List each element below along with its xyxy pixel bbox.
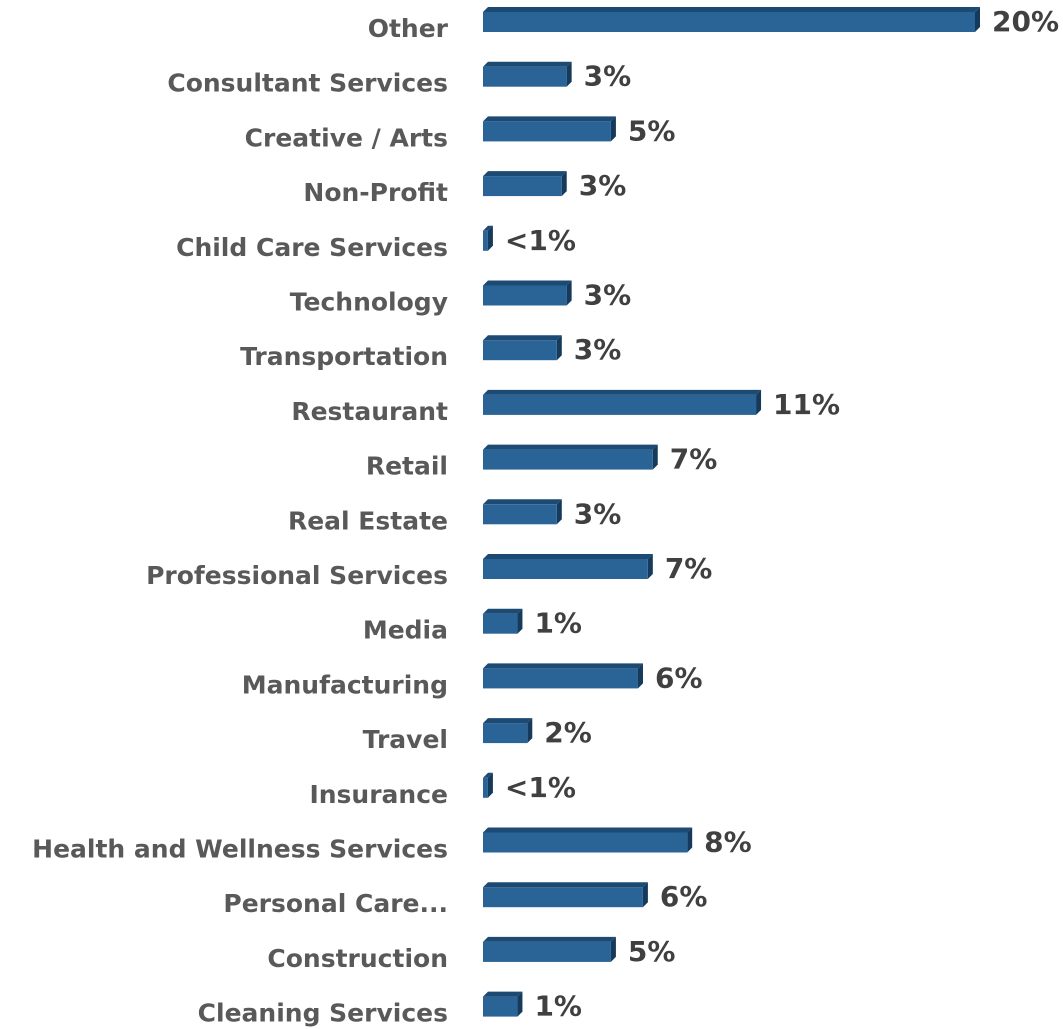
category-label: Professional Services (146, 561, 448, 590)
bar-top (483, 7, 980, 12)
bar-side (687, 827, 693, 853)
bar (483, 230, 488, 251)
bar (483, 449, 653, 470)
value-label: 6% (655, 661, 703, 694)
bar (483, 668, 638, 689)
bar-side (517, 608, 523, 634)
value-label: 20% (992, 5, 1059, 38)
value-label: 1% (534, 990, 582, 1023)
value-label: 2% (544, 716, 592, 749)
category-label: Real Estate (288, 506, 448, 535)
category-label: Retail (366, 452, 448, 481)
bar-top (483, 772, 493, 778)
bar-top (483, 389, 762, 395)
category-label: Transportation (240, 342, 448, 371)
value-label: 3% (584, 279, 632, 312)
category-label: Media (363, 616, 448, 645)
bar-side (652, 444, 658, 470)
category-label: Consultant Services (167, 69, 448, 98)
bar-top (483, 116, 616, 122)
bar-side (610, 936, 616, 962)
bar-side (566, 61, 572, 87)
bar (483, 941, 611, 962)
value-label: 3% (574, 333, 622, 366)
bar (483, 723, 528, 744)
bar (483, 12, 975, 32)
bar-top (483, 335, 562, 341)
bar (483, 285, 567, 306)
value-label: 3% (584, 60, 632, 93)
bar-side (637, 663, 643, 689)
bar-top (483, 608, 523, 614)
bar-top (483, 991, 523, 997)
bar-top (483, 882, 648, 888)
bar-top (483, 171, 567, 177)
category-label: Creative / Arts (245, 123, 448, 152)
bar-side (556, 499, 562, 525)
bar-side (610, 116, 616, 142)
category-label: Cleaning Services (198, 999, 448, 1028)
category-label: Manufacturing (242, 670, 448, 699)
value-label: 5% (628, 114, 676, 147)
bar-top (483, 718, 533, 724)
bar (483, 777, 488, 798)
bar (483, 887, 643, 908)
bar-top (483, 444, 658, 450)
bar (483, 613, 518, 634)
bar-side (487, 772, 493, 798)
bar (483, 176, 562, 197)
bar-top (483, 936, 616, 942)
bar (483, 559, 648, 579)
bar-top (483, 663, 643, 669)
value-label: <1% (505, 224, 576, 257)
bar-side (561, 171, 567, 197)
bar (483, 504, 557, 525)
bar-top (483, 827, 693, 833)
value-label: 8% (704, 826, 752, 859)
value-label: 7% (670, 443, 718, 476)
bar-side (566, 280, 572, 306)
bar (483, 996, 518, 1017)
bar-side (647, 554, 653, 579)
category-label: Technology (290, 288, 448, 317)
bar-side (642, 882, 648, 908)
category-label: Travel (363, 725, 448, 754)
bar (483, 66, 567, 87)
bar-top (483, 61, 572, 67)
bar-side (527, 718, 533, 744)
bar-top (483, 554, 653, 559)
bar-side (975, 7, 980, 32)
bar (483, 340, 557, 361)
category-label: Restaurant (291, 397, 448, 426)
bar-top (483, 225, 493, 231)
value-label: 5% (628, 935, 676, 968)
bar-top (483, 499, 562, 505)
category-label: Other (368, 14, 449, 43)
value-label: 7% (665, 552, 713, 585)
bar-side (487, 225, 493, 251)
bar-side (556, 335, 562, 361)
value-label: 1% (534, 607, 582, 640)
value-label: 3% (574, 497, 622, 530)
bar-side (517, 991, 523, 1017)
bar-top (483, 280, 572, 286)
bar (483, 394, 757, 415)
value-label: 6% (660, 880, 708, 913)
category-label: Personal Care... (223, 889, 448, 918)
bar-side (756, 389, 762, 415)
category-label: Non-Profit (303, 178, 448, 207)
category-label: Health and Wellness Services (32, 835, 448, 864)
category-label: Construction (267, 944, 448, 973)
bar (483, 832, 688, 853)
category-label: Insurance (309, 780, 448, 809)
category-label: Child Care Services (176, 233, 448, 262)
value-label: 3% (579, 169, 627, 202)
value-label: 11% (773, 388, 840, 421)
bar (483, 121, 611, 142)
value-label: <1% (505, 771, 576, 804)
